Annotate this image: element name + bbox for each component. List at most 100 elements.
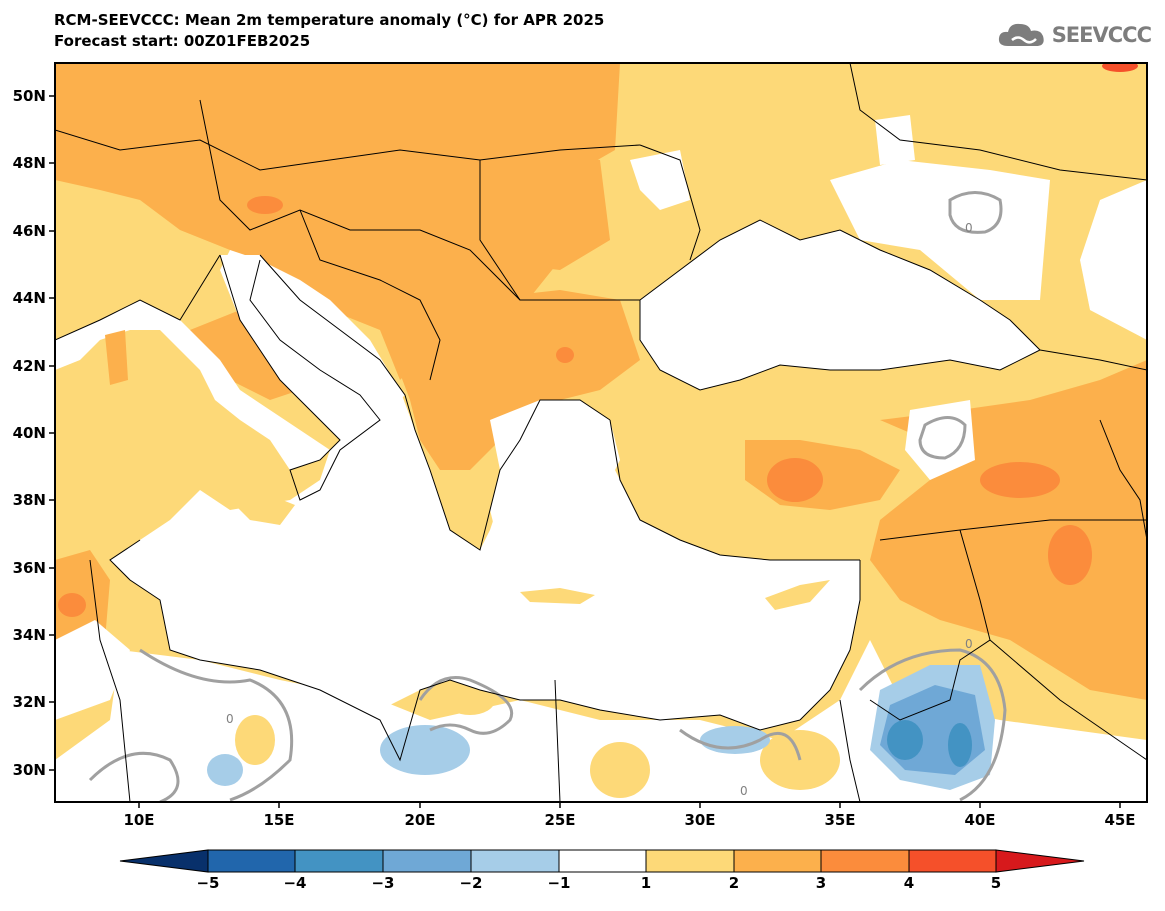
field-near-zero-caucasus bbox=[830, 160, 1050, 300]
lon-tick-45E: 45E bbox=[1104, 811, 1135, 829]
coast-turkey bbox=[609, 419, 860, 561]
forecast-start: Forecast start: 00Z01FEB2025 bbox=[54, 32, 311, 50]
colorbar-seg-1-1 bbox=[558, 849, 647, 873]
field-2-3-italy bbox=[190, 310, 300, 400]
colorbar-seg-gt-5 bbox=[995, 849, 1085, 873]
lat-tick-44N: 44N bbox=[13, 289, 46, 307]
colorbar-label-3: 3 bbox=[815, 874, 827, 892]
lat-tick-38N: 38N bbox=[13, 491, 46, 509]
colorbar-label-neg5: −5 bbox=[196, 874, 220, 892]
lon-axis: 10E 15E 20E 25E 30E 35E 40E 45E bbox=[123, 802, 1136, 829]
zero-contours bbox=[88, 191, 1007, 802]
border-13 bbox=[839, 699, 861, 802]
chart-title: RCM-SEEVCCC: Mean 2m temperature anomaly… bbox=[54, 11, 605, 29]
lat-tick-32N: 32N bbox=[13, 693, 46, 711]
colorbar-label-4: 4 bbox=[903, 874, 915, 892]
contour-jordan bbox=[858, 648, 1007, 802]
lon-tick-30E: 30E bbox=[684, 811, 715, 829]
map-field: 0 0 0 0 bbox=[55, 63, 1147, 802]
border-8 bbox=[879, 519, 1147, 541]
lat-tick-40N: 40N bbox=[13, 424, 46, 442]
contour-label-2: 0 bbox=[226, 712, 234, 726]
field-neg-libya-gulf bbox=[380, 725, 470, 775]
colorbar-seg-4-5 bbox=[908, 849, 997, 873]
lon-tick-40E: 40E bbox=[964, 811, 995, 829]
contour-label-4: 0 bbox=[965, 637, 973, 651]
seevccc-logo: SEEVCCC bbox=[996, 20, 1152, 50]
lat-tick-48N: 48N bbox=[13, 154, 46, 172]
lon-tick-25E: 25E bbox=[544, 811, 575, 829]
island-corsica bbox=[105, 330, 128, 385]
border-12 bbox=[554, 679, 561, 802]
field-near-zero-ne bbox=[875, 115, 915, 165]
field-3-4-bulgaria bbox=[556, 347, 574, 363]
colorbar-label-1: 1 bbox=[640, 874, 652, 892]
lat-tick-46N: 46N bbox=[13, 222, 46, 240]
border-5 bbox=[639, 144, 701, 261]
colorbar-seg-3-4 bbox=[820, 849, 910, 873]
border-6 bbox=[849, 63, 1147, 181]
lat-tick-30N: 30N bbox=[13, 761, 46, 779]
colorbar-label-neg2: −2 bbox=[459, 874, 483, 892]
field-4-5-ne-corner bbox=[1102, 63, 1138, 72]
contour-label-3: 0 bbox=[740, 784, 748, 798]
lat-tick-36N: 36N bbox=[13, 559, 46, 577]
colorbar-seg-4-3 bbox=[294, 849, 384, 873]
contour-west bbox=[88, 751, 180, 802]
border-7 bbox=[1039, 349, 1147, 371]
contour-egypt bbox=[679, 728, 802, 761]
coast-levant bbox=[799, 560, 861, 721]
sea-adriatic bbox=[220, 255, 405, 410]
colorbar-seg-lt-5 bbox=[119, 849, 209, 873]
colorbar-seg-1-2 bbox=[645, 849, 735, 873]
border-10 bbox=[989, 639, 1147, 761]
colorbar-label-2: 2 bbox=[728, 874, 740, 892]
island-sicily bbox=[230, 495, 295, 525]
contour-label-1: 0 bbox=[965, 221, 973, 235]
lat-tick-50N: 50N bbox=[13, 87, 46, 105]
coast-italy bbox=[219, 254, 381, 501]
sea-black bbox=[640, 220, 1040, 390]
field-1-2-libya-spot bbox=[445, 685, 495, 715]
field-3-4-syria bbox=[1048, 525, 1092, 585]
sea-aegean bbox=[490, 400, 620, 560]
field-near-zero-black-sea-north bbox=[630, 150, 690, 210]
colorbar bbox=[119, 849, 1085, 873]
colorbar-seg-3-2 bbox=[382, 849, 472, 873]
coast-africa bbox=[109, 539, 801, 762]
lon-tick-35E: 35E bbox=[824, 811, 855, 829]
border-1 bbox=[55, 129, 641, 171]
colorbar-seg-2-1 bbox=[470, 849, 560, 873]
cloud-icon bbox=[998, 23, 1044, 46]
contour-caucasus bbox=[948, 191, 1003, 234]
border-3 bbox=[299, 209, 441, 381]
contour-turkey-east bbox=[918, 416, 967, 460]
lon-tick-10E: 10E bbox=[123, 811, 154, 829]
field-3-4-alps bbox=[247, 196, 283, 214]
sea-mediterranean bbox=[55, 250, 860, 730]
border-11 bbox=[89, 559, 131, 802]
border-2 bbox=[199, 99, 521, 301]
island-sardinia bbox=[90, 390, 130, 470]
field-neg-jordan-3 bbox=[887, 720, 923, 760]
colorbar-label-neg4: −4 bbox=[283, 874, 307, 892]
coastlines-borders bbox=[55, 63, 1147, 802]
contour-libya bbox=[139, 648, 294, 802]
colorbar-seg-2-3 bbox=[733, 849, 822, 873]
field-3-4-iraq bbox=[980, 462, 1060, 498]
field-2-3-ukraine bbox=[430, 150, 610, 270]
colorbar-label-neg1: −1 bbox=[547, 874, 571, 892]
border-4 bbox=[479, 160, 640, 301]
lat-tick-34N: 34N bbox=[13, 626, 46, 644]
colorbar-label-5: 5 bbox=[990, 874, 1002, 892]
field-2-3-balkans bbox=[390, 290, 640, 470]
border-9 bbox=[869, 529, 991, 721]
field-near-zero-north-africa bbox=[55, 640, 1147, 802]
field-1-2-west-libya bbox=[235, 715, 275, 765]
field-neg-jordan-4 bbox=[948, 723, 972, 767]
island-cyprus bbox=[765, 580, 830, 610]
lat-axis: 50N 48N 46N 44N 42N 40N 38N 36N 34N 32N … bbox=[13, 87, 55, 779]
island-crete bbox=[520, 588, 595, 604]
